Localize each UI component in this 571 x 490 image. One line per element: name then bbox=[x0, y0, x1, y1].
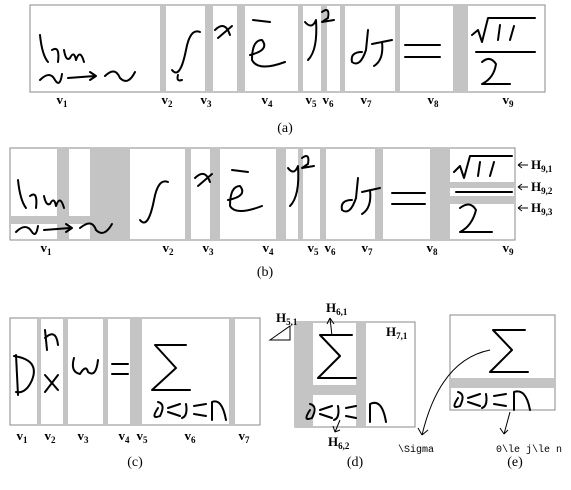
vertex-label: v3 bbox=[78, 428, 90, 445]
vertex-label-sub: 3 bbox=[207, 99, 212, 109]
vertex-label-sub: 9 bbox=[509, 247, 514, 257]
vertex-label-sub: 1 bbox=[47, 247, 52, 257]
region-label-sub: 9,2 bbox=[541, 186, 553, 196]
caption: (b) bbox=[257, 265, 274, 280]
vertex-label: v7 bbox=[239, 428, 251, 445]
vertex-label-sub: 9 bbox=[509, 99, 514, 109]
region-label: H5,1 bbox=[276, 310, 298, 327]
vertex-label: v5 bbox=[306, 92, 318, 109]
vertex-label-sub: 4 bbox=[268, 99, 273, 109]
vertex-label-sub: 1 bbox=[23, 435, 28, 445]
vertex-label-sub: 5 bbox=[143, 435, 148, 445]
vertex-label: v5 bbox=[308, 240, 320, 257]
caption: (a) bbox=[277, 121, 293, 136]
region-label: H6,2 bbox=[328, 434, 350, 451]
arrow bbox=[518, 184, 528, 190]
vertex-label-sub: 4 bbox=[269, 247, 274, 257]
region-label-base: H bbox=[276, 310, 286, 325]
region-label-sub: 5,1 bbox=[286, 317, 298, 327]
caption: (c) bbox=[127, 455, 143, 470]
vertex-label: v3 bbox=[203, 240, 215, 257]
figure: (a) v1 v2 v3 v4 v5 v6 v7 v8 v9 (b) v1 v2 v3 v4 v5 v6 v7 v8… bbox=[0, 0, 571, 490]
panel-e-image bbox=[418, 315, 555, 435]
vertex-label: v6 bbox=[185, 428, 197, 445]
vertex-label: v4 bbox=[119, 428, 131, 445]
panel-c-image bbox=[10, 318, 260, 425]
vertex-label: v5 bbox=[137, 428, 149, 445]
vertex-label: v1 bbox=[41, 240, 53, 257]
caption: (d) bbox=[347, 455, 364, 470]
region-label-sub: 9,1 bbox=[541, 164, 553, 174]
region-label-sub: 7,1 bbox=[396, 331, 408, 341]
arrow bbox=[518, 205, 528, 211]
vertex-label-sub: 4 bbox=[125, 435, 130, 445]
vertex-label-sub: 7 bbox=[367, 99, 372, 109]
vertex-label: v9 bbox=[503, 240, 515, 257]
vertex-label-sub: 8 bbox=[434, 99, 439, 109]
region-label: H9,3 bbox=[531, 200, 553, 217]
vertex-label-sub: 5 bbox=[312, 99, 317, 109]
vertex-label-sub: 1 bbox=[63, 99, 68, 109]
vertex-label-sub: 2 bbox=[169, 247, 174, 257]
vertex-label: v1 bbox=[57, 92, 69, 109]
vertex-label-sub: 6 bbox=[331, 247, 336, 257]
region-label-base: H bbox=[531, 157, 541, 172]
vertex-label-sub: 7 bbox=[368, 247, 373, 257]
vertex-label-sub: 6 bbox=[191, 435, 196, 445]
vertex-label: v1 bbox=[17, 428, 29, 445]
vertex-label-sub: 3 bbox=[84, 435, 89, 445]
panel-b-image bbox=[10, 148, 515, 240]
vertex-label: v9 bbox=[503, 92, 515, 109]
latex-label: \Sigma bbox=[398, 444, 434, 456]
vertex-label-sub: 2 bbox=[168, 99, 173, 109]
region-label-sub: 9,3 bbox=[541, 207, 553, 217]
region-label-base: H bbox=[328, 434, 338, 449]
region-label: H9,1 bbox=[531, 157, 553, 174]
vertex-label: v6 bbox=[325, 240, 337, 257]
vertex-label-sub: 3 bbox=[209, 247, 214, 257]
vertex-label: v8 bbox=[427, 240, 439, 257]
region-label-sub: 6,2 bbox=[338, 441, 350, 451]
vertex-label: v2 bbox=[162, 92, 174, 109]
vertex-label: v4 bbox=[263, 240, 275, 257]
vertex-label: v3 bbox=[201, 92, 213, 109]
region-label-base: H bbox=[386, 324, 396, 339]
vertex-label-sub: 5 bbox=[314, 247, 319, 257]
vertex-label: v2 bbox=[45, 428, 57, 445]
caption: (e) bbox=[507, 455, 523, 470]
region-label-base: H bbox=[531, 200, 541, 215]
page: (a) v1 v2 v3 v4 v5 v6 v7 v8 v9 (b) v1 v2 v3 v4 v5 v6 v7 v8… bbox=[0, 0, 571, 490]
region-label: H9,2 bbox=[531, 179, 553, 196]
vertex-label: v6 bbox=[323, 92, 335, 109]
region-label: H6,1 bbox=[326, 300, 348, 317]
vertex-label: v2 bbox=[163, 240, 175, 257]
vertex-label: v4 bbox=[262, 92, 274, 109]
vertex-label-sub: 2 bbox=[51, 435, 56, 445]
vertex-label: v8 bbox=[428, 92, 440, 109]
region-label-base: H bbox=[531, 179, 541, 194]
arrow bbox=[518, 162, 528, 168]
panel-a-image bbox=[30, 5, 545, 92]
latex-label: 0\le j\le n bbox=[496, 444, 562, 456]
vertex-label-sub: 7 bbox=[245, 435, 250, 445]
vertex-label-sub: 6 bbox=[329, 99, 334, 109]
vertex-label: v7 bbox=[361, 92, 373, 109]
vertex-label-sub: 8 bbox=[433, 247, 438, 257]
region-label-base: H bbox=[326, 300, 336, 315]
vertex-label: v7 bbox=[362, 240, 374, 257]
region-label-sub: 6,1 bbox=[336, 307, 348, 317]
